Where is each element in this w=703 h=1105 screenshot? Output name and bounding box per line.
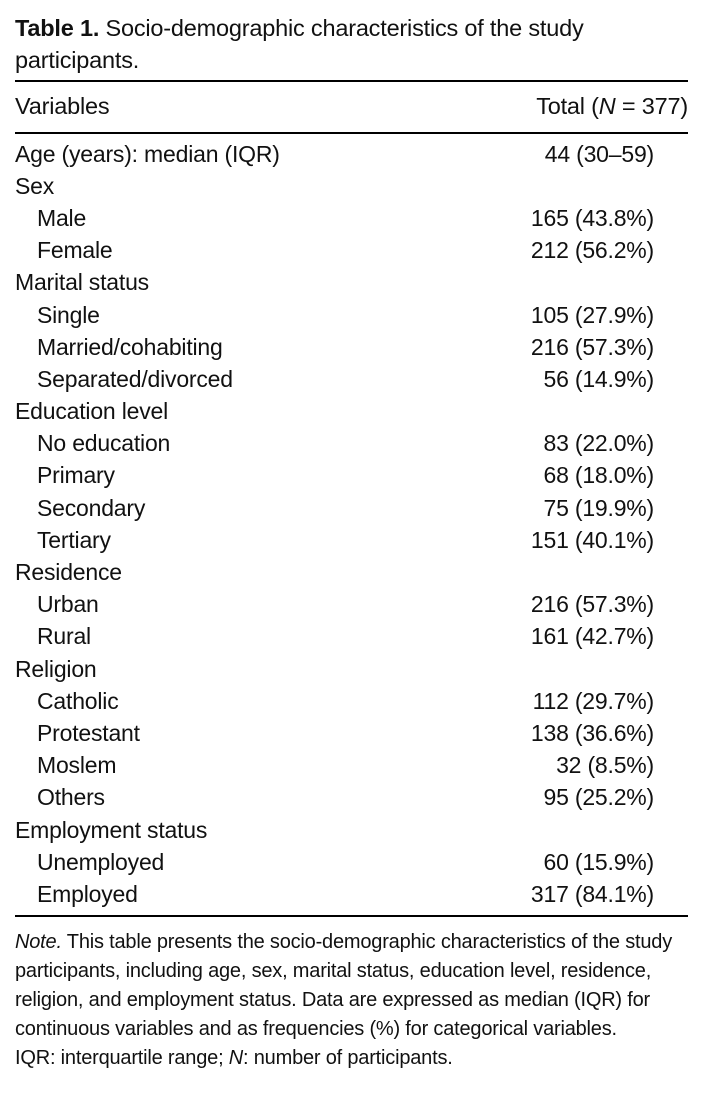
- table-row: Unemployed 60 (15.9%): [15, 846, 688, 878]
- row-value: 216 (57.3%): [530, 591, 654, 618]
- total-n-italic: N: [598, 93, 616, 119]
- abbr-post: : number of participants.: [243, 1046, 453, 1069]
- table-row: Male 165 (43.8%): [15, 202, 688, 234]
- row-label: Moslem: [37, 752, 117, 779]
- rule-header: [15, 132, 688, 134]
- column-header-variables: Variables: [15, 93, 110, 119]
- table-row: Primary 68 (18.0%): [15, 460, 688, 492]
- row-label: Urban: [37, 591, 99, 618]
- row-label: Tertiary: [37, 526, 111, 553]
- table-note: Note. This table presents the socio-demo…: [15, 928, 688, 1073]
- row-label: Rural: [37, 623, 91, 650]
- table-row: Marital status: [15, 267, 688, 299]
- note-body: This table presents the socio-demographi…: [15, 930, 672, 1040]
- column-header-total: Total (N = 377): [536, 91, 688, 121]
- row-label: Unemployed: [37, 848, 165, 875]
- table-row: Religion: [15, 653, 688, 685]
- table-row: Protestant 138 (36.6%): [15, 717, 688, 749]
- row-label: Primary: [37, 462, 115, 489]
- row-value: 161 (42.7%): [530, 623, 654, 650]
- note-paragraph: Note. This table presents the socio-demo…: [15, 928, 688, 1044]
- table-row: Employment status: [15, 814, 688, 846]
- row-value: 212 (56.2%): [530, 237, 654, 264]
- row-label: Single: [37, 301, 100, 328]
- row-label: Female: [37, 237, 113, 264]
- table-caption: Table 1. Socio-demographic characteristi…: [15, 12, 688, 76]
- row-label: Education level: [15, 398, 168, 425]
- rule-top: [15, 80, 688, 82]
- total-suffix: = 377): [615, 93, 688, 119]
- row-value: 165 (43.8%): [530, 204, 654, 231]
- table-row: Tertiary 151 (40.1%): [15, 524, 688, 556]
- abbr-n-italic: N: [228, 1046, 244, 1069]
- row-label: Religion: [15, 655, 97, 682]
- table-body: Age (years): median (IQR) 44 (30–59) Sex Ma…: [15, 134, 688, 915]
- table-row: Single 105 (27.9%): [15, 299, 688, 331]
- note-abbreviations: IQR: interquartile range; N: number of p…: [15, 1044, 688, 1073]
- table-row: Age (years): median (IQR) 44 (30–59): [15, 138, 688, 170]
- rule-bottom: [15, 914, 688, 917]
- row-label: Age (years): median (IQR): [15, 140, 280, 167]
- table-row: Others 95 (25.2%): [15, 782, 688, 814]
- row-label: Male: [37, 204, 87, 231]
- table-row: Rural 161 (42.7%): [15, 621, 688, 653]
- row-value: 68 (18.0%): [543, 462, 654, 489]
- table-caption-number: Table 1.: [15, 15, 100, 41]
- row-value: 317 (84.1%): [530, 880, 654, 907]
- row-value: 83 (22.0%): [543, 430, 654, 457]
- table-row: Education level: [15, 396, 688, 428]
- table-row: Catholic 112 (29.7%): [15, 685, 688, 717]
- row-label: No education: [37, 430, 171, 457]
- table-row: No education 83 (22.0%): [15, 428, 688, 460]
- table-row: Urban 216 (57.3%): [15, 589, 688, 621]
- table-header-row: Variables Total (N = 377): [15, 82, 688, 132]
- table-row: Sex: [15, 170, 688, 202]
- row-label: Employment status: [15, 816, 208, 843]
- table-caption-text: Socio-demographic characteristics of the…: [15, 15, 584, 73]
- table-row: Secondary 75 (19.9%): [15, 492, 688, 524]
- row-value: 60 (15.9%): [543, 848, 654, 875]
- row-label: Catholic: [37, 687, 119, 714]
- total-prefix: Total (: [536, 93, 599, 119]
- row-value: 95 (25.2%): [543, 784, 654, 811]
- row-label: Employed: [37, 880, 138, 907]
- row-label: Separated/divorced: [37, 365, 233, 392]
- table-row: Separated/divorced 56 (14.9%): [15, 363, 688, 395]
- row-value: 32 (8.5%): [556, 752, 654, 779]
- table-row: Married/cohabiting 216 (57.3%): [15, 331, 688, 363]
- row-value: 216 (57.3%): [530, 333, 654, 360]
- row-label: Married/cohabiting: [37, 333, 223, 360]
- row-value: 56 (14.9%): [543, 365, 654, 392]
- row-label: Others: [37, 784, 105, 811]
- row-value: 44 (30–59): [544, 140, 654, 167]
- table-row: Residence: [15, 556, 688, 588]
- table-row: Moslem 32 (8.5%): [15, 750, 688, 782]
- row-value: 105 (27.9%): [530, 301, 654, 328]
- row-label: Protestant: [37, 719, 140, 746]
- note-label: Note.: [15, 930, 62, 953]
- row-label: Sex: [15, 172, 55, 199]
- table-row: Employed 317 (84.1%): [15, 878, 688, 910]
- row-label: Secondary: [37, 494, 146, 521]
- row-label: Marital status: [15, 269, 149, 296]
- row-value: 75 (19.9%): [543, 494, 654, 521]
- table-row: Female 212 (56.2%): [15, 235, 688, 267]
- row-label: Residence: [15, 559, 122, 586]
- row-value: 151 (40.1%): [530, 526, 654, 553]
- row-value: 112 (29.7%): [532, 687, 655, 714]
- row-value: 138 (36.6%): [530, 719, 654, 746]
- abbr-pre: IQR: interquartile range;: [15, 1046, 229, 1069]
